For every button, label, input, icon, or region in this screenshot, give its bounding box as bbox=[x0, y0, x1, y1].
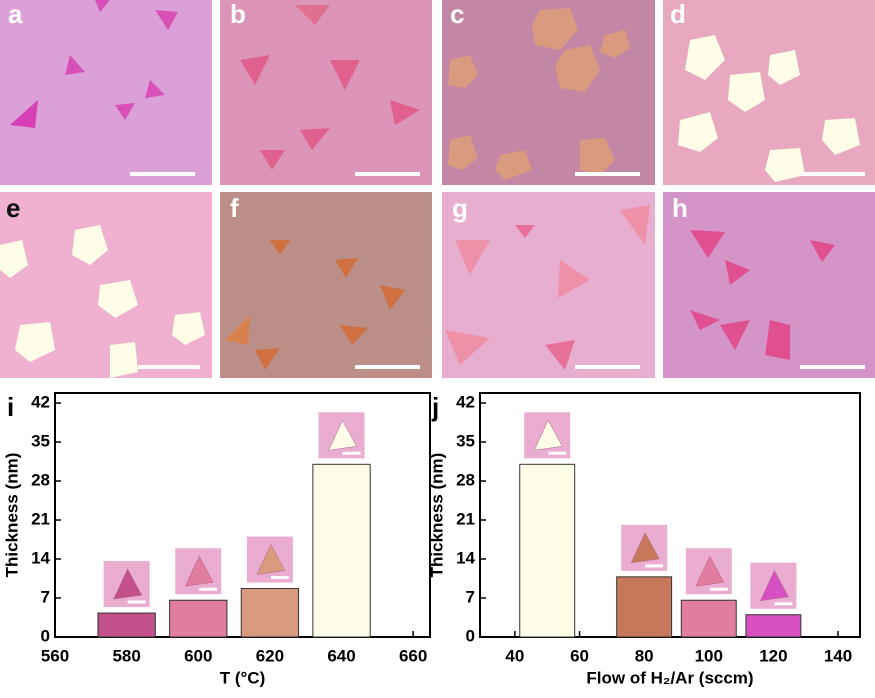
x-tick-label: 100 bbox=[695, 646, 723, 665]
micrograph: d bbox=[663, 0, 875, 185]
inset-image bbox=[246, 536, 293, 583]
bar bbox=[240, 588, 300, 638]
x-axis-label: T (°C) bbox=[220, 668, 266, 687]
x-tick-label: 600 bbox=[184, 646, 212, 665]
x-tick-label: 560 bbox=[41, 646, 69, 665]
y-tick-label: 42 bbox=[456, 393, 475, 412]
micrograph: c bbox=[442, 0, 655, 185]
y-tick-label: 0 bbox=[41, 626, 50, 645]
inset-image bbox=[685, 548, 732, 595]
x-tick-label: 60 bbox=[570, 646, 589, 665]
panel-label: d bbox=[670, 0, 686, 29]
inset-image bbox=[175, 548, 222, 595]
y-tick-label: 14 bbox=[456, 548, 475, 567]
x-tick-label: 80 bbox=[635, 646, 654, 665]
inset-flake bbox=[328, 419, 357, 451]
panel-label: h bbox=[672, 193, 688, 223]
panel-label: b bbox=[230, 0, 246, 29]
x-tick-label: 620 bbox=[256, 646, 284, 665]
y-tick-label: 28 bbox=[31, 471, 50, 490]
inset-image bbox=[621, 524, 668, 571]
bar bbox=[616, 576, 673, 638]
inset-flake bbox=[184, 555, 214, 587]
panel-label: j bbox=[431, 392, 439, 422]
y-tick-label: 35 bbox=[31, 432, 50, 451]
inset-image bbox=[318, 412, 365, 459]
x-axis-label: Flow of H₂/Ar (sccm) bbox=[586, 668, 753, 687]
bar bbox=[680, 599, 737, 638]
inset-image bbox=[103, 561, 150, 608]
panel-label: g bbox=[452, 193, 468, 223]
inset-image bbox=[750, 562, 797, 609]
inset-flake bbox=[256, 543, 286, 575]
bar bbox=[312, 463, 371, 638]
inset-flake bbox=[113, 568, 143, 600]
panel-label: i bbox=[7, 392, 14, 422]
inset-flake bbox=[759, 570, 789, 602]
y-tick-label: 21 bbox=[31, 509, 50, 528]
micrograph: e bbox=[0, 192, 212, 378]
micrograph: b bbox=[220, 0, 432, 185]
inset-image bbox=[524, 412, 571, 459]
x-tick-label: 580 bbox=[112, 646, 140, 665]
x-tick-label: 660 bbox=[399, 646, 427, 665]
y-axis-label: Thickness (nm) bbox=[427, 453, 446, 578]
bar bbox=[519, 463, 576, 638]
y-tick-label: 14 bbox=[31, 548, 50, 567]
y-tick-label: 7 bbox=[41, 587, 50, 606]
micrograph: h bbox=[663, 192, 875, 378]
bar bbox=[745, 614, 802, 638]
micrograph: a bbox=[0, 0, 212, 185]
panel-label: e bbox=[6, 193, 20, 223]
bar bbox=[97, 612, 156, 638]
micrograph: g bbox=[442, 192, 655, 378]
y-tick-label: 35 bbox=[456, 432, 475, 451]
panel-label: c bbox=[450, 0, 464, 29]
y-axis-label: Thickness (nm) bbox=[2, 453, 21, 578]
y-tick-label: 7 bbox=[466, 587, 475, 606]
inset-flake bbox=[695, 555, 725, 587]
y-tick-label: 28 bbox=[456, 471, 475, 490]
bar bbox=[169, 599, 228, 638]
x-tick-label: 640 bbox=[327, 646, 355, 665]
x-tick-label: 120 bbox=[759, 646, 787, 665]
panel-label: f bbox=[230, 193, 239, 223]
micrograph: f bbox=[220, 192, 432, 378]
y-tick-label: 0 bbox=[466, 626, 475, 645]
panel-label: a bbox=[8, 0, 23, 29]
y-tick-label: 42 bbox=[31, 393, 50, 412]
inset-flake bbox=[533, 419, 563, 451]
y-tick-label: 21 bbox=[456, 509, 475, 528]
inset-flake bbox=[630, 532, 660, 564]
x-tick-label: 140 bbox=[824, 646, 852, 665]
x-tick-label: 40 bbox=[505, 646, 524, 665]
